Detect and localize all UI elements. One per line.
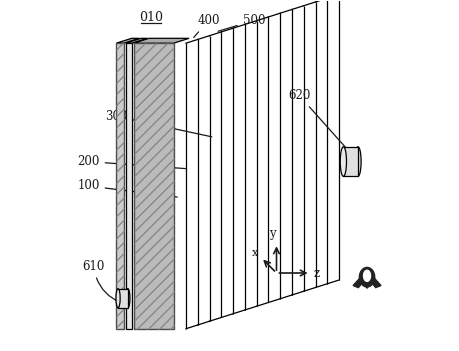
Text: 620: 620 (288, 89, 348, 151)
Polygon shape (370, 279, 381, 287)
Polygon shape (134, 38, 189, 43)
Text: 610: 610 (83, 259, 120, 303)
Polygon shape (134, 43, 174, 329)
Polygon shape (359, 267, 375, 287)
Ellipse shape (340, 147, 347, 176)
Ellipse shape (126, 289, 130, 308)
Polygon shape (116, 38, 140, 43)
Bar (118, 289, 128, 308)
Text: 400: 400 (194, 14, 220, 38)
Bar (343, 147, 358, 176)
Text: 500: 500 (218, 14, 265, 31)
Polygon shape (126, 43, 132, 329)
Polygon shape (126, 38, 147, 43)
Polygon shape (364, 270, 370, 282)
Text: 200: 200 (77, 155, 185, 168)
Polygon shape (116, 43, 124, 329)
Ellipse shape (355, 147, 361, 176)
Text: x: x (252, 248, 258, 258)
Ellipse shape (116, 289, 120, 308)
Text: z: z (314, 267, 320, 280)
Text: 100: 100 (77, 179, 177, 197)
Text: y: y (269, 227, 276, 240)
Text: 300: 300 (105, 110, 212, 137)
Polygon shape (365, 284, 369, 288)
Text: 010: 010 (139, 11, 163, 24)
Polygon shape (353, 279, 364, 287)
